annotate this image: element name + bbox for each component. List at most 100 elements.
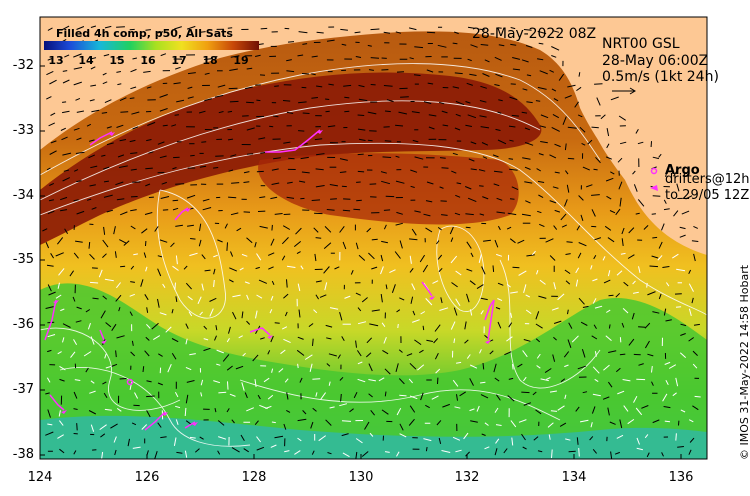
current-vector <box>194 448 200 453</box>
current-vector <box>693 225 699 229</box>
current-vector <box>42 228 48 232</box>
current-vector <box>116 71 121 73</box>
current-vector <box>479 28 485 31</box>
current-vector <box>344 96 350 99</box>
current-vector <box>649 265 659 268</box>
current-vector <box>175 405 181 409</box>
current-vector <box>635 407 643 416</box>
current-vector <box>466 293 470 303</box>
current-vector <box>497 282 504 286</box>
lat-tick: -34 <box>12 188 34 203</box>
current-vector <box>677 446 684 448</box>
current-vector <box>658 241 663 249</box>
current-vector <box>184 407 187 417</box>
current-vector <box>549 390 557 393</box>
current-vector <box>286 70 295 73</box>
current-vector <box>160 53 167 57</box>
current-vector <box>467 58 472 62</box>
current-vector <box>553 98 559 102</box>
current-vector <box>454 406 461 409</box>
current-vector <box>120 211 128 216</box>
current-vector <box>389 269 396 274</box>
current-vector <box>323 266 330 274</box>
current-vector <box>367 111 377 115</box>
current-vector <box>159 94 168 98</box>
drifter-track <box>44 299 57 341</box>
current-vector <box>255 310 258 319</box>
current-vector <box>46 167 51 171</box>
current-vector <box>510 312 513 318</box>
scale-arrow <box>612 87 636 95</box>
current-vector <box>361 451 369 457</box>
current-vector <box>672 253 679 259</box>
current-vector <box>286 265 296 268</box>
current-vector <box>47 349 52 353</box>
current-vector <box>76 26 85 30</box>
current-vector <box>610 171 615 175</box>
current-vector <box>316 153 325 156</box>
contour-line <box>40 142 707 316</box>
current-vector <box>76 137 82 141</box>
current-vector <box>526 254 535 257</box>
current-vector <box>469 280 476 286</box>
current-vector <box>537 86 547 90</box>
current-vector <box>422 325 425 331</box>
current-vector <box>531 250 536 256</box>
current-vector <box>145 336 150 341</box>
current-vector <box>341 43 347 46</box>
current-vector <box>357 321 367 325</box>
current-vector <box>480 44 489 46</box>
current-vector <box>493 363 497 373</box>
current-vector <box>532 391 537 396</box>
current-vector <box>454 212 461 216</box>
current-vector <box>436 240 440 245</box>
current-vector <box>114 449 117 456</box>
current-vector <box>498 44 505 47</box>
cool-region <box>40 283 707 459</box>
current-vector <box>62 70 68 72</box>
current-vector <box>274 435 284 439</box>
current-vector <box>142 366 145 373</box>
current-vector <box>552 186 559 189</box>
current-vector <box>130 225 136 230</box>
current-vector <box>102 295 108 300</box>
argo-marker-legend <box>650 167 658 175</box>
colorbar-tick: 14 <box>78 54 94 67</box>
current-vector <box>509 238 516 244</box>
current-vector <box>259 225 268 229</box>
current-vector <box>145 183 151 187</box>
current-vector <box>226 242 228 251</box>
current-vector <box>395 155 400 158</box>
current-vector <box>679 352 687 358</box>
current-vector <box>479 115 487 118</box>
current-vector <box>134 392 139 399</box>
current-vector <box>582 305 589 308</box>
current-vector <box>199 223 202 232</box>
current-vector <box>668 364 677 369</box>
current-vector <box>464 339 469 344</box>
contour-line <box>40 327 181 411</box>
current-vector <box>397 323 399 329</box>
current-vector <box>384 110 391 113</box>
current-vector <box>284 378 289 383</box>
current-vector <box>413 74 421 76</box>
current-vector <box>73 169 79 172</box>
current-vector <box>283 141 291 144</box>
current-vector <box>665 282 670 287</box>
current-vector <box>688 308 692 317</box>
current-vector <box>661 452 664 457</box>
lon-tick: 126 <box>134 470 160 485</box>
current-vector <box>480 126 490 129</box>
current-vector <box>313 309 318 314</box>
current-vector <box>525 309 532 315</box>
current-vector <box>145 29 151 31</box>
current-vector <box>600 114 606 120</box>
current-vector <box>296 251 301 255</box>
current-vector <box>302 410 307 415</box>
current-vector <box>311 97 318 99</box>
current-vector <box>537 30 547 35</box>
current-vector <box>594 83 603 85</box>
current-vector <box>103 392 108 399</box>
current-vector <box>412 139 419 143</box>
current-vector <box>694 395 701 398</box>
